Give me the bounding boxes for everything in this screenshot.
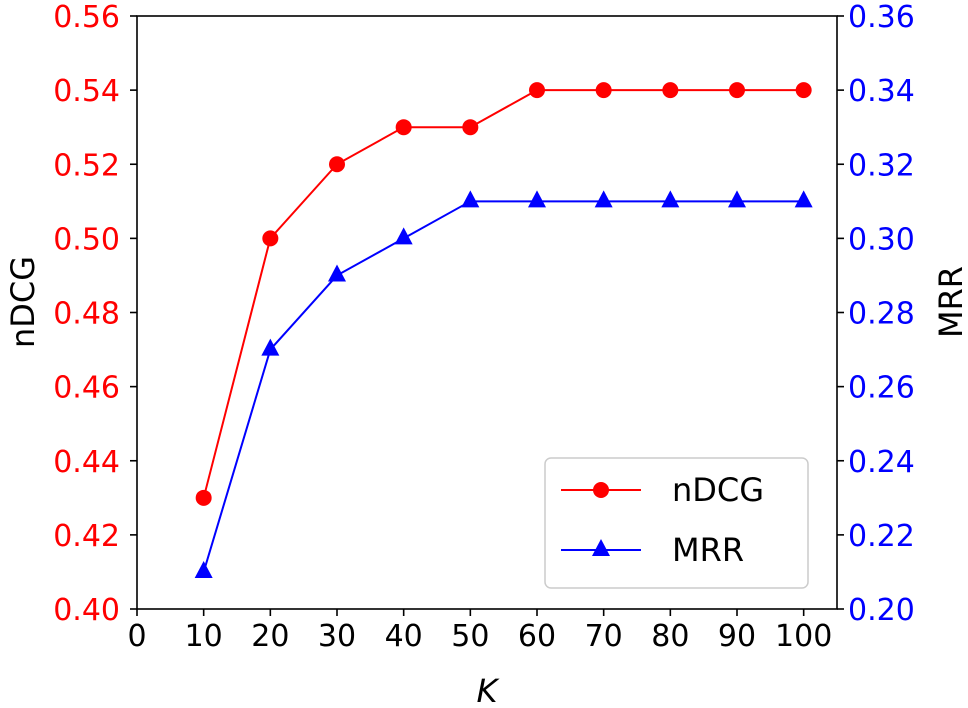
x-tick-label: 50 (451, 619, 489, 654)
right-y-tick-label: 0.24 (848, 445, 915, 480)
right-y-tick-label: 0.32 (848, 148, 915, 183)
point-ndcg (329, 156, 345, 173)
point-mrr (194, 560, 213, 578)
left-y-tick-label: 0.40 (53, 593, 120, 628)
point-ndcg (662, 82, 679, 99)
legend-label-ndcg: nDCG (672, 471, 764, 509)
left-y-axis-label: nDCG (4, 256, 42, 348)
x-tick-label: 60 (518, 619, 556, 654)
point-mrr (261, 338, 280, 356)
point-ndcg (795, 82, 812, 99)
left-y-tick-label: 0.50 (53, 222, 120, 257)
point-mrr (594, 190, 613, 208)
left-y-tick-label: 0.52 (53, 148, 120, 183)
x-tick-label: 40 (385, 619, 423, 654)
right-y-tick-label: 0.30 (848, 222, 915, 257)
x-tick-label: 30 (318, 619, 356, 654)
series-line-ndcg (202, 89, 804, 499)
point-mrr (461, 190, 480, 208)
left-y-tick-label: 0.44 (53, 445, 120, 480)
left-y-tick-label: 0.46 (53, 371, 120, 406)
point-ndcg (195, 489, 212, 506)
left-y-tick-label: 0.54 (53, 74, 120, 109)
point-mrr (661, 190, 680, 208)
left-y-tick-label: 0.42 (53, 519, 120, 554)
x-tick-label: 20 (251, 619, 289, 654)
right-y-tick-label: 0.36 (848, 0, 915, 35)
x-tick-label: 80 (651, 619, 689, 654)
point-ndcg (395, 119, 412, 136)
legend-marker-mrr (592, 539, 610, 556)
left-y-tick-label: 0.48 (53, 297, 120, 332)
point-mrr (794, 190, 813, 208)
plot-frame (136, 15, 838, 610)
legend-label-mrr: MRR (672, 531, 744, 569)
point-mrr (394, 227, 413, 245)
x-tick-label: 10 (185, 619, 223, 654)
point-mrr (528, 190, 546, 208)
right-y-tick-label: 0.22 (848, 519, 915, 554)
x-tick-label: 90 (718, 619, 756, 654)
point-mrr (328, 264, 346, 282)
point-ndcg (529, 82, 545, 99)
legend-marker-ndcg (593, 482, 609, 498)
left-y-tick-label: 0.56 (53, 0, 120, 35)
x-tick-label: 0 (127, 619, 146, 654)
x-tick-label: 70 (585, 619, 623, 654)
right-y-axis-label: MRR (932, 266, 968, 338)
legend: nDCG MRR (544, 457, 809, 589)
axis-ticks: 0 10 20 30 40 50 60 70 80 90 100 0.40 0.42 0.44 0.46 0.… (53, 0, 915, 654)
right-y-tick-label: 0.20 (848, 593, 915, 628)
right-y-tick-label: 0.34 (848, 74, 915, 109)
point-ndcg (462, 119, 479, 136)
right-y-tick-label: 0.26 (848, 371, 915, 406)
point-ndcg (595, 82, 612, 99)
right-y-tick-label: 0.28 (848, 297, 915, 332)
point-ndcg (729, 82, 745, 99)
x-tick-label: 100 (775, 619, 832, 654)
series-line-mrr (202, 200, 804, 573)
x-axis-label: K (477, 672, 501, 708)
point-mrr (728, 190, 746, 208)
plot-series (194, 82, 813, 578)
point-ndcg (262, 230, 279, 247)
